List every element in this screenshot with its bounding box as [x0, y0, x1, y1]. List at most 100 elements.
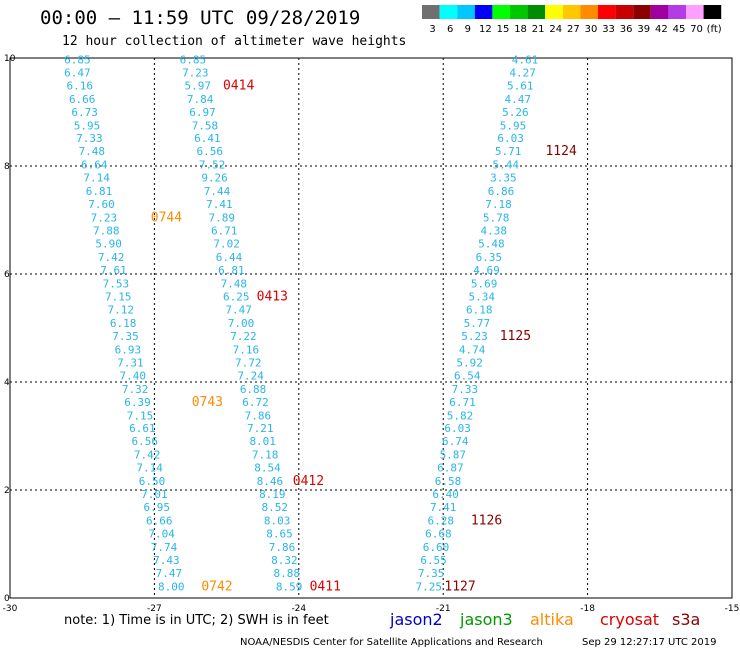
legend-label: (ft) — [707, 24, 722, 35]
wave-height-value: 7.18 — [485, 198, 512, 211]
pass-time-label: 1127 — [444, 579, 475, 594]
legend-label: 18 — [514, 24, 527, 35]
legend-label: 39 — [637, 24, 650, 35]
wave-height-value: 6.71 — [449, 396, 476, 409]
color-legend: 3 6 9 12 15 18 21 24 27 30 33 36 39 42 45 70 (ft) — [422, 5, 722, 35]
wave-height-value: 8.00 — [158, 580, 185, 593]
wave-height-value: 6.03 — [444, 422, 471, 435]
wave-height-value: 7.21 — [247, 422, 274, 435]
legend-label: 27 — [567, 24, 580, 35]
legend-swatch — [527, 5, 546, 19]
wave-height-value: 4.47 — [505, 93, 532, 106]
pass-time-label: 0744 — [151, 211, 182, 226]
wave-height-value: 3.35 — [490, 172, 517, 185]
legend-swatch — [439, 5, 458, 19]
wave-height-value: 7.32 — [122, 383, 149, 396]
wave-height-value: 7.86 — [269, 541, 296, 554]
wave-height-value: 6.03 — [497, 132, 524, 145]
wave-height-value: 7.47 — [225, 303, 252, 316]
wave-height-value: 6.73 — [71, 106, 98, 119]
legend-swatch — [474, 5, 493, 19]
pass-time-label: 0413 — [257, 289, 288, 304]
wave-height-value: 6.18 — [110, 317, 137, 330]
wave-height-value: 4.69 — [473, 264, 500, 277]
data-marks: 6.856.476.166.666.735.957.337.486.647.14… — [64, 53, 577, 594]
wave-height-value: 7.33 — [452, 383, 479, 396]
legend-swatch — [510, 5, 528, 19]
wave-height-value: 6.56 — [197, 145, 224, 158]
wave-height-value: 7.15 — [127, 409, 154, 422]
legend-swatch — [598, 5, 616, 19]
wave-height-value: 6.28 — [428, 515, 455, 528]
wave-height-value: 7.14 — [83, 172, 110, 185]
wave-height-value: 5.48 — [478, 238, 505, 251]
satellite-legend-altika: altika — [530, 610, 574, 629]
legend-label: 3 — [429, 24, 435, 35]
wave-height-value: 9.26 — [201, 172, 228, 185]
wave-height-value: 6.93 — [115, 343, 142, 356]
units-note: note: 1) Time is in UTC; 2) SWH is in fe… — [64, 613, 329, 628]
legend-label: 12 — [479, 24, 492, 35]
wave-height-value: 6.87 — [437, 462, 464, 475]
wave-height-value: 5.78 — [483, 212, 510, 225]
wave-height-value: 4.38 — [480, 225, 507, 238]
legend-swatch — [615, 5, 634, 19]
satellite-legend-s3a: s3a — [672, 610, 700, 629]
wave-height-value: 6.61 — [129, 422, 156, 435]
wave-height-value: 8.46 — [257, 475, 284, 488]
legend-swatch — [422, 5, 440, 19]
wave-height-value: 7.84 — [187, 93, 214, 106]
wave-height-value: 6.44 — [216, 251, 243, 264]
wave-height-value: 7.14 — [136, 462, 163, 475]
pass-time-label: 1126 — [471, 514, 502, 529]
satellite-legend: jason2 jason3 altika cryosat s3a — [389, 610, 700, 629]
wave-height-value: 7.31 — [117, 356, 144, 369]
wave-height-value: 6.68 — [425, 528, 452, 541]
wave-height-value: 6.60 — [423, 541, 450, 554]
legend-label: 36 — [620, 24, 633, 35]
pass-time-label: 1124 — [545, 144, 576, 159]
pass-time-label: 0411 — [310, 579, 341, 594]
pass-time-label: 0412 — [293, 474, 324, 489]
wave-height-value: 8.88 — [274, 567, 301, 580]
wave-height-value: 8.52 — [261, 501, 288, 514]
wave-height-value: 7.47 — [156, 567, 183, 580]
wave-height-value: 5.82 — [447, 409, 474, 422]
wave-height-value: 6.66 — [146, 515, 173, 528]
grid-lines — [10, 58, 732, 598]
wave-height-value: 6.58 — [435, 475, 462, 488]
wave-height-value: 7.04 — [148, 528, 175, 541]
x-tick-label: -15 — [725, 604, 740, 614]
wave-height-value: 7.01 — [141, 488, 168, 501]
wave-height-value: 8.65 — [266, 528, 293, 541]
legend-swatch — [668, 5, 686, 19]
wave-height-value: 7.52 — [199, 159, 226, 172]
satellite-legend-cryosat: cryosat — [600, 610, 659, 629]
wave-height-value: 7.40 — [119, 369, 146, 382]
wave-height-value: 6.81 — [86, 185, 113, 198]
wave-height-value: 7.48 — [221, 278, 248, 291]
wave-height-value: 5.95 — [74, 119, 101, 132]
wave-height-value: 6.81 — [218, 264, 245, 277]
wave-height-value: 5.34 — [468, 290, 495, 303]
wave-height-value: 6.97 — [189, 106, 216, 119]
wave-height-value: 7.42 — [98, 251, 125, 264]
wave-height-value: 6.64 — [81, 159, 108, 172]
x-tick-label: -21 — [436, 604, 451, 614]
chart-subtitle: 12 hour collection of altimeter wave hei… — [62, 34, 406, 49]
wave-height-value: 5.97 — [184, 79, 211, 92]
wave-height-value: 7.23 — [91, 212, 118, 225]
wave-height-value: 7.53 — [103, 278, 130, 291]
wave-height-value: 6.18 — [466, 303, 493, 316]
wave-height-value: 6.72 — [242, 396, 269, 409]
wave-height-value: 8.59 — [276, 580, 303, 593]
legend-label: 21 — [532, 24, 545, 35]
legend-swatch — [492, 5, 510, 19]
wave-height-value: 7.89 — [209, 212, 236, 225]
wave-height-value: 5.90 — [95, 238, 122, 251]
wave-height-value: 7.25 — [416, 580, 443, 593]
wave-height-value: 6.54 — [454, 369, 481, 382]
wave-height-value: 8.54 — [254, 462, 281, 475]
y-tick-label: 0 — [4, 594, 10, 604]
